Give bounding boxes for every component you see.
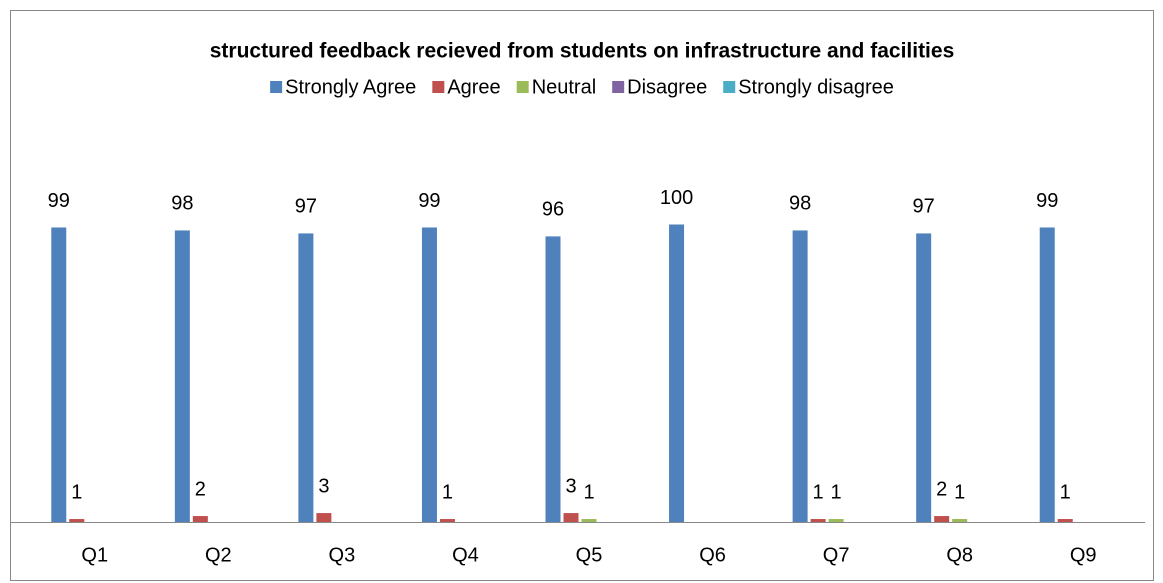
bar	[792, 230, 808, 522]
data-label: 97	[913, 196, 935, 218]
bar	[810, 519, 826, 522]
data-label: 100	[660, 187, 693, 209]
legend-label: Strongly disagree	[738, 76, 894, 98]
chart-title: structured feedback recieved from studen…	[210, 40, 955, 63]
x-tick-label: Q7	[823, 544, 850, 566]
data-label: 99	[48, 190, 70, 212]
bar	[174, 230, 190, 522]
data-label: 1	[831, 481, 842, 503]
legend-label: Agree	[447, 76, 500, 98]
bar	[952, 519, 968, 522]
data-label: 1	[813, 481, 824, 503]
data-label: 1	[583, 481, 594, 503]
bar	[545, 236, 561, 522]
x-tick-label: Q9	[1070, 544, 1097, 566]
legend-label: Strongly Agree	[285, 76, 416, 98]
legend-swatch	[270, 81, 283, 93]
data-label: 1	[442, 481, 453, 503]
x-tick-label: Q5	[576, 544, 603, 566]
bar	[934, 516, 950, 522]
bar	[581, 519, 597, 522]
legend-label: Neutral	[532, 76, 596, 98]
data-label: 99	[1036, 190, 1058, 212]
bar	[316, 513, 332, 522]
legend-swatch	[723, 81, 736, 93]
bar	[439, 519, 455, 522]
x-tick-label: Q6	[699, 544, 726, 566]
bar	[298, 233, 314, 523]
bar	[421, 227, 437, 522]
data-label: 3	[565, 475, 576, 497]
bar	[192, 516, 208, 522]
data-label: 96	[542, 199, 564, 221]
data-label: 1	[1060, 481, 1071, 503]
legend-swatch	[516, 81, 529, 93]
bar	[1039, 227, 1055, 522]
data-label: 2	[195, 478, 206, 500]
x-tick-label: Q1	[81, 544, 108, 566]
bar	[1057, 519, 1073, 522]
bar	[69, 519, 85, 522]
legend-swatch	[432, 81, 445, 93]
x-tick-label: Q2	[205, 544, 232, 566]
bar	[669, 224, 685, 522]
data-label: 1	[71, 481, 82, 503]
data-label: 1	[954, 481, 965, 503]
data-label: 97	[295, 196, 317, 218]
legend-label: Disagree	[627, 76, 707, 98]
data-label: 98	[789, 193, 811, 215]
bar	[563, 513, 579, 522]
legend-swatch	[612, 81, 625, 93]
bar	[916, 233, 932, 523]
chart-border	[10, 10, 1154, 581]
x-tick-label: Q8	[946, 544, 973, 566]
x-tick-label: Q4	[452, 544, 479, 566]
bar	[828, 519, 844, 522]
data-label: 99	[418, 190, 440, 212]
bar	[51, 227, 67, 522]
data-label: 98	[171, 193, 193, 215]
data-label: 2	[936, 478, 947, 500]
x-tick-label: Q3	[329, 544, 356, 566]
data-label: 3	[318, 475, 329, 497]
